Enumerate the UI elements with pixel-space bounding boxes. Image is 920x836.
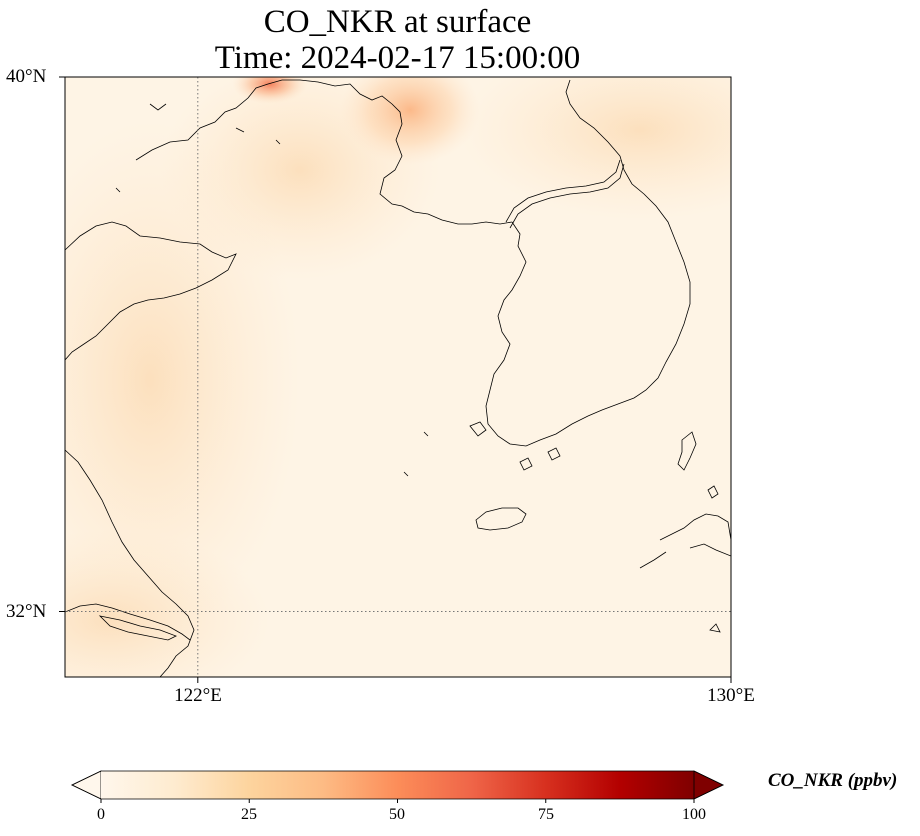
islands-bohai: [115, 103, 281, 193]
lat-label-32N: 32°N: [6, 601, 47, 622]
colorbar-tick-label: 0: [97, 806, 105, 823]
coastline-yangtze-island: [98, 615, 177, 641]
coastline-korea-east: [565, 79, 621, 157]
lon-label-130E: 130°E: [707, 685, 755, 706]
colorbar-label: CO_NKR (ppbv): [768, 770, 898, 791]
colorbar: [71, 770, 724, 803]
colorbar-tick-label: 50: [389, 806, 405, 823]
lon-label-122E: 122°E: [174, 685, 222, 706]
colorbar-tick-label: 100: [682, 806, 706, 823]
colorbar-extend-min: [71, 770, 102, 800]
map-frame: [64, 76, 732, 678]
coastline-korea-west: [485, 155, 691, 447]
map-subtitle-time: Time: 2024-02-17 15:00:00: [214, 40, 581, 76]
coastline-east-china: [65, 449, 195, 677]
island-tsushima: [677, 431, 697, 471]
map-title: CO_NKR at surface: [263, 4, 532, 40]
coastline-yangtze: [65, 603, 191, 641]
islands-korea-sw: [403, 421, 561, 477]
colorbar-ramp: [101, 771, 694, 799]
gridlines: [65, 77, 731, 677]
lat-label-40N: 40°N: [6, 66, 47, 87]
coastline-liaodong: [135, 79, 513, 225]
islands-kyushu: [639, 485, 731, 633]
island-jeju: [475, 507, 527, 531]
colorbar-tick-label: 25: [241, 806, 257, 823]
axis-ticks: [59, 76, 732, 683]
colorbar-extend-max: [693, 770, 724, 800]
coastline-bohai-west: [65, 221, 237, 361]
concentration-field: [65, 77, 731, 677]
coastlines: [65, 79, 731, 677]
border-double-line: [505, 159, 625, 229]
colorbar-tick-label: 75: [538, 806, 554, 823]
